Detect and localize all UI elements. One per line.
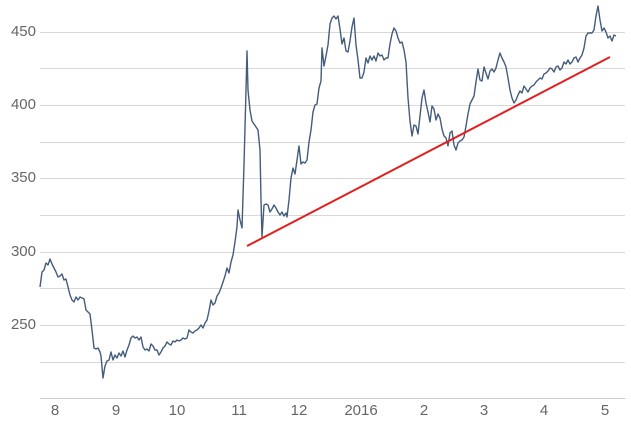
x-tick-label: 3 <box>479 402 489 419</box>
x-tick-label: 5 <box>600 402 610 419</box>
trendline <box>246 56 611 247</box>
y-tick-label: 400 <box>10 96 36 113</box>
x-tick-label: 8 <box>50 402 60 419</box>
x-tick-label: 2016 <box>344 402 378 419</box>
x-tick-label: 2 <box>419 402 429 419</box>
x-tick-label: 4 <box>539 402 549 419</box>
y-tick-label: 250 <box>10 316 36 333</box>
x-tick-label: 11 <box>231 402 247 419</box>
y-tick-label: 350 <box>10 169 36 186</box>
grid <box>40 32 625 399</box>
x-tick-label: 12 <box>290 402 308 419</box>
y-tick-label: 300 <box>10 243 36 260</box>
price-line <box>39 5 617 379</box>
x-tick-label: 9 <box>111 402 121 419</box>
x-tick-label: 10 <box>168 402 186 419</box>
y-tick-label: 450 <box>10 23 36 40</box>
